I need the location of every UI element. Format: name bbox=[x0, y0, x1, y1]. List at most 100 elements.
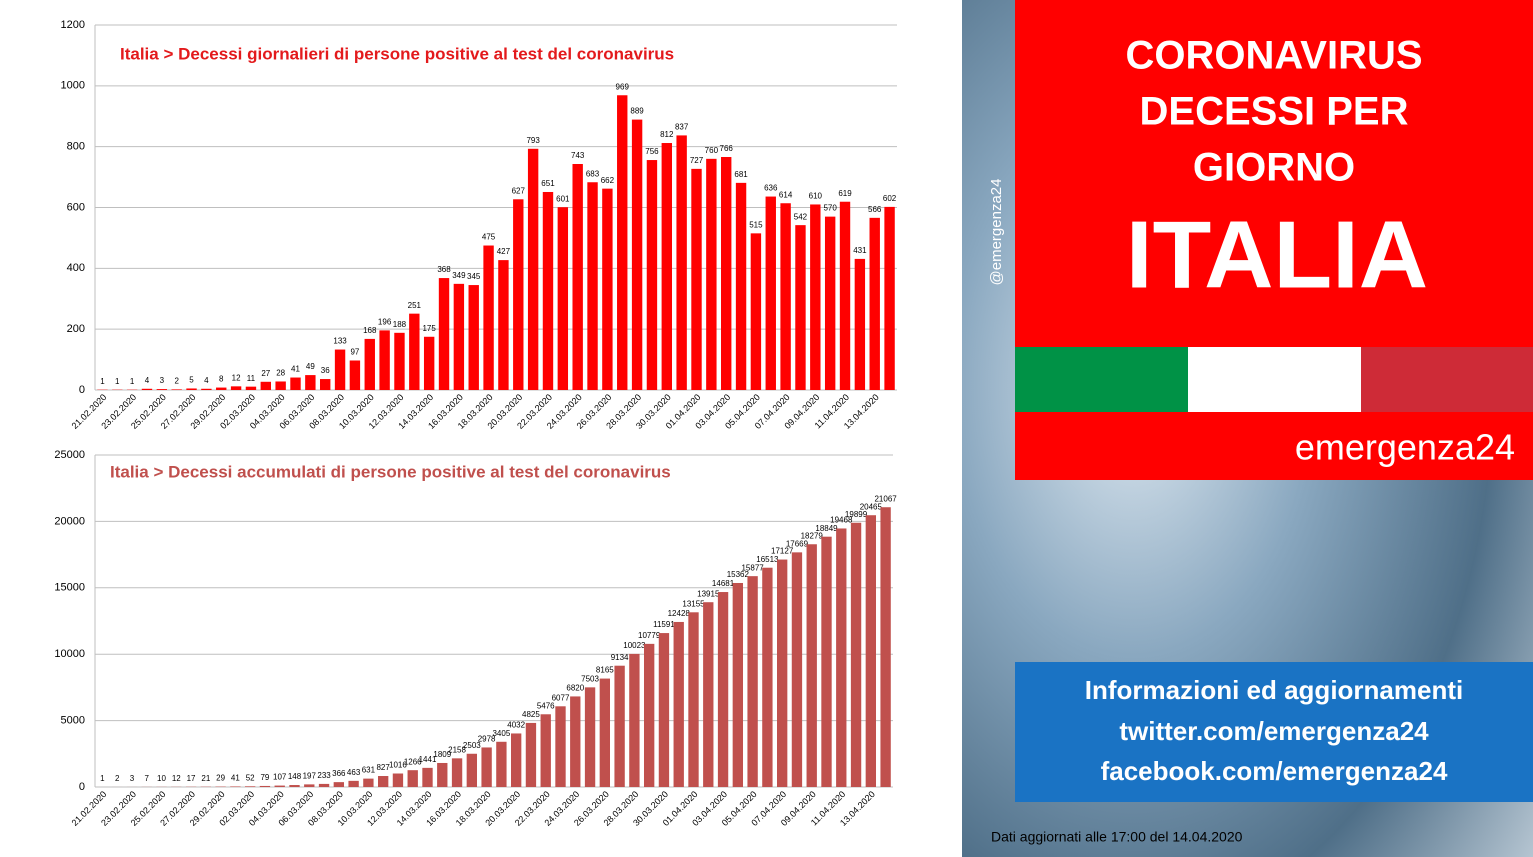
value-label: 837 bbox=[675, 123, 689, 132]
bar bbox=[750, 233, 762, 390]
bar bbox=[706, 158, 717, 390]
bar bbox=[854, 258, 866, 390]
bar bbox=[186, 388, 197, 390]
value-label: 7 bbox=[144, 774, 149, 783]
value-label: 619 bbox=[838, 189, 852, 198]
bar bbox=[673, 621, 684, 787]
handle: @emergenza24 bbox=[988, 179, 1005, 286]
value-label: 760 bbox=[705, 146, 719, 155]
bar bbox=[498, 260, 509, 390]
value-label: 3405 bbox=[492, 729, 510, 738]
value-label: 601 bbox=[556, 194, 570, 203]
bar bbox=[821, 536, 832, 787]
flag-white bbox=[1188, 347, 1361, 412]
bar bbox=[451, 758, 463, 787]
value-label: 8 bbox=[219, 375, 224, 384]
value-label: 17669 bbox=[786, 539, 809, 548]
info-line: Informazioni ed aggiornamenti bbox=[1085, 675, 1463, 705]
value-label: 16513 bbox=[756, 555, 779, 564]
bar bbox=[481, 747, 492, 787]
bar bbox=[318, 783, 330, 787]
value-label: 13915 bbox=[697, 589, 720, 598]
bar bbox=[171, 389, 182, 390]
bar bbox=[691, 168, 702, 390]
bar bbox=[806, 544, 817, 787]
bar bbox=[201, 388, 212, 390]
bar bbox=[527, 148, 539, 390]
bar bbox=[824, 216, 836, 390]
value-label: 20465 bbox=[860, 502, 883, 511]
bar bbox=[765, 196, 776, 390]
bar bbox=[810, 204, 821, 390]
bar bbox=[423, 336, 435, 390]
value-label: 28 bbox=[276, 369, 285, 378]
chart-title: Italia > Decessi accumulati di persone p… bbox=[110, 462, 671, 481]
bar bbox=[732, 582, 744, 787]
bar bbox=[260, 381, 271, 390]
y-tick-label: 1000 bbox=[61, 80, 85, 92]
value-label: 631 bbox=[362, 766, 376, 775]
bar bbox=[525, 722, 537, 787]
value-label: 14681 bbox=[712, 579, 735, 588]
value-label: 233 bbox=[317, 771, 331, 780]
bar bbox=[289, 785, 300, 787]
y-tick-label: 5000 bbox=[61, 715, 85, 727]
bar bbox=[394, 332, 405, 390]
bar bbox=[244, 786, 256, 787]
value-label: 475 bbox=[482, 233, 496, 242]
value-label: 2978 bbox=[478, 735, 496, 744]
bar bbox=[599, 678, 611, 787]
country: ITALIA bbox=[1126, 201, 1428, 308]
value-label: 4032 bbox=[507, 721, 525, 730]
bar bbox=[676, 135, 687, 390]
bar bbox=[409, 313, 420, 390]
value-label: 3 bbox=[160, 376, 165, 385]
bar bbox=[333, 782, 345, 787]
bar bbox=[869, 217, 880, 390]
bar bbox=[557, 207, 569, 390]
value-label: 168 bbox=[363, 326, 377, 335]
bar bbox=[614, 665, 625, 787]
bar bbox=[466, 753, 478, 787]
bar bbox=[839, 201, 851, 390]
value-label: 366 bbox=[332, 769, 346, 778]
value-label: 1 bbox=[130, 377, 135, 386]
value-label: 18849 bbox=[815, 524, 838, 533]
bar bbox=[496, 741, 507, 787]
value-label: 36 bbox=[321, 366, 330, 375]
bar bbox=[438, 278, 450, 390]
bar bbox=[865, 515, 877, 787]
value-label: 1 bbox=[100, 774, 105, 783]
value-label: 4 bbox=[204, 376, 209, 385]
value-label: 27 bbox=[261, 369, 270, 378]
y-tick-label: 200 bbox=[67, 323, 85, 335]
footer: Dati aggiornati alle 17:00 del 14.04.202… bbox=[991, 829, 1243, 845]
value-label: 52 bbox=[246, 773, 255, 782]
value-label: 41 bbox=[291, 365, 300, 374]
bar bbox=[688, 612, 699, 787]
value-label: 13155 bbox=[682, 599, 705, 608]
y-tick-label: 15000 bbox=[54, 582, 85, 594]
value-label: 793 bbox=[526, 136, 540, 145]
bar bbox=[850, 522, 862, 787]
value-label: 2158 bbox=[448, 745, 466, 754]
bar bbox=[542, 191, 554, 390]
value-label: 5 bbox=[189, 376, 194, 385]
value-label: 463 bbox=[347, 768, 361, 777]
value-label: 431 bbox=[853, 246, 867, 255]
chart-title: Italia > Decessi giornalieri di persone … bbox=[120, 44, 674, 63]
value-label: 614 bbox=[779, 190, 793, 199]
bar bbox=[141, 388, 153, 390]
value-label: 681 bbox=[734, 170, 748, 179]
bar bbox=[631, 119, 643, 391]
value-label: 10 bbox=[157, 774, 166, 783]
value-label: 7503 bbox=[581, 674, 599, 683]
bar bbox=[305, 375, 316, 390]
value-label: 21 bbox=[201, 774, 210, 783]
y-tick-label: 800 bbox=[67, 141, 85, 153]
value-label: 5476 bbox=[537, 701, 555, 710]
value-label: 107 bbox=[273, 773, 287, 782]
value-label: 427 bbox=[497, 247, 511, 256]
value-label: 636 bbox=[764, 184, 778, 193]
